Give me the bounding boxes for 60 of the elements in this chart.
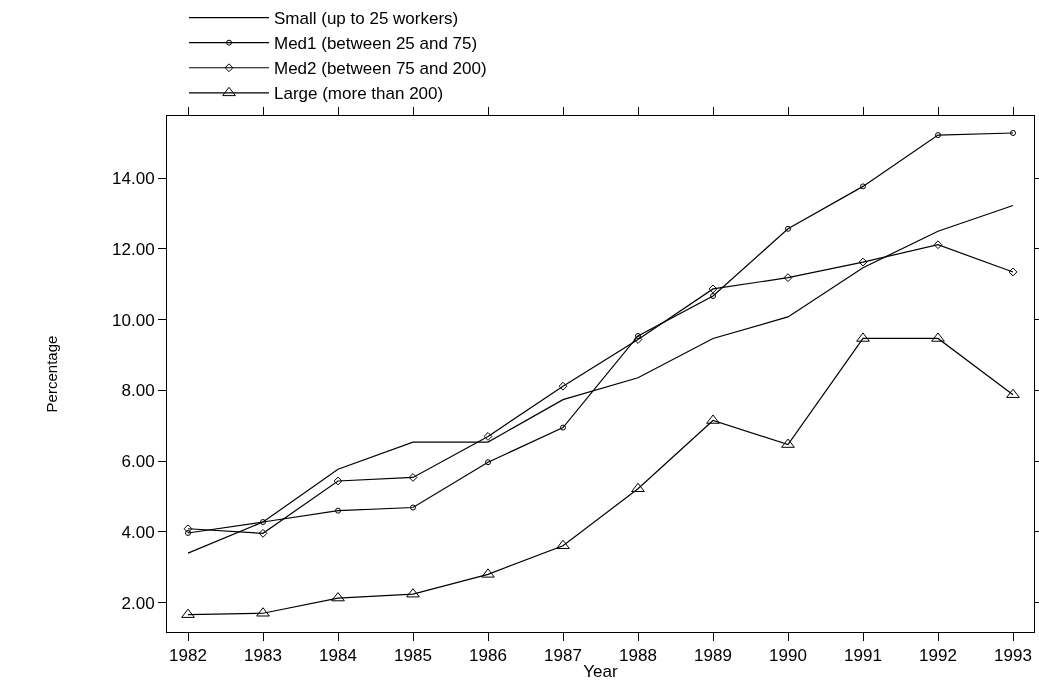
y-tick-label: 8.00 [121,381,155,401]
point [1006,388,1020,398]
point [258,528,268,538]
x-tick-label: 1986 [469,646,507,666]
y-tick-label: 2.00 [121,593,155,613]
point [708,284,718,294]
point [783,273,793,283]
x-tick-label: 1990 [769,646,807,666]
point [406,588,420,598]
point [1010,129,1016,136]
point [560,424,566,431]
point [331,592,345,602]
x-tick-label: 1987 [544,646,582,666]
point [785,225,791,232]
x-tick-label: 1984 [319,646,357,666]
x-tick-label: 1993 [994,646,1032,666]
point [856,332,870,342]
point [556,539,570,549]
y-axis-title: Percentage [43,335,61,413]
point [481,568,495,578]
point [860,183,866,190]
point [931,332,945,342]
point [558,381,568,391]
legend-label: Large (more than 200) [274,84,444,104]
y-tick-label: 12.00 [112,239,155,259]
y-tick-label: 6.00 [121,452,155,472]
point [858,257,868,267]
x-axis-title: Year [583,661,619,681]
y-tick-label: 4.00 [121,522,155,542]
point [335,507,341,514]
point [408,473,418,482]
point [183,524,193,534]
point [256,607,270,617]
point [935,132,941,139]
point [781,438,795,448]
point [410,504,416,511]
legend-label: Small (up to 25 workers) [274,9,459,29]
x-tick-label: 1983 [244,646,282,666]
point [1008,267,1018,277]
x-tick-label: 1985 [394,646,432,666]
x-tick-label: 1982 [169,646,207,666]
x-tick-label: 1991 [844,646,882,666]
point [710,293,716,300]
y-tick-label: 10.00 [112,310,155,330]
point [631,482,645,493]
point [933,240,943,250]
point [333,476,343,486]
point [633,335,643,344]
point [483,432,493,441]
point [185,529,191,536]
point [260,519,266,526]
legend-label: Med2 (between 75 and 200) [274,59,487,79]
x-tick-label: 1992 [919,646,957,666]
legend-label: Med1 (between 25 and 75) [274,34,478,54]
point [706,414,720,424]
point [181,608,195,618]
y-tick-label: 14.00 [112,169,155,189]
point [485,459,491,466]
x-tick-label: 1988 [619,646,657,666]
x-tick-label: 1989 [694,646,732,666]
